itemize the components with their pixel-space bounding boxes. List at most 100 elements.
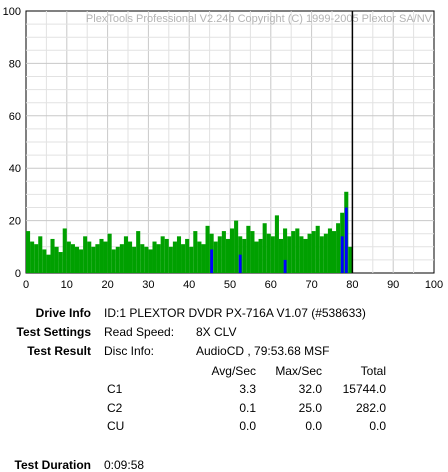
bar-c1 [111, 249, 116, 273]
bar-c2 [344, 207, 348, 273]
error-chart: PlexTools Professional V2.24b Copyright … [3, 6, 444, 291]
bar-c1 [283, 228, 288, 273]
row-cu-total: 0.0 [369, 419, 386, 433]
x-tick-label: 40 [183, 279, 195, 291]
bar-c1 [87, 241, 92, 273]
bar-c1 [103, 241, 108, 273]
x-tick-label: 100 [425, 279, 443, 291]
bar-c2 [283, 259, 287, 273]
x-tick-label: 30 [142, 279, 154, 291]
bar-c1 [221, 231, 226, 273]
bar-c1 [83, 236, 88, 273]
bar-c1 [128, 241, 133, 273]
row-label-c1: C1 [107, 382, 123, 396]
test-duration-label: Test Duration [14, 458, 91, 472]
read-speed-value: 8X CLV [196, 325, 237, 339]
row-c2-total: 282.0 [355, 401, 386, 415]
y-tick-label: 0 [15, 268, 21, 280]
x-tick-label: 50 [224, 279, 236, 291]
bar-c1 [230, 228, 235, 273]
bar-c1 [156, 244, 161, 273]
bar-c1 [332, 231, 337, 273]
bar-c1 [181, 244, 186, 273]
bar-c1 [54, 246, 59, 273]
y-tick-label: 60 [9, 111, 21, 123]
bar-c1 [262, 223, 267, 273]
bar-c1 [136, 231, 141, 273]
bar-c1 [115, 246, 120, 273]
bar-c1 [144, 246, 149, 273]
bar-c1 [132, 246, 137, 273]
drive-info-label: Drive Info [35, 306, 91, 320]
test-settings-label: Test Settings [16, 325, 91, 339]
y-tick-label: 100 [3, 6, 21, 18]
bar-c1 [278, 238, 284, 273]
bar-c1 [42, 249, 47, 273]
bar-c1 [242, 238, 247, 273]
x-axis-ticks: 0 10 20 30 40 50 60 70 80 90 100 [23, 279, 443, 291]
bar-c1 [50, 238, 55, 273]
disc-info-value: AudioCD , 79:53.68 MSF [196, 344, 330, 358]
bar-c1 [246, 225, 251, 273]
bar-c1 [168, 246, 173, 273]
bar-c1 [123, 236, 128, 273]
bar-c1 [66, 241, 71, 273]
bar-c1 [250, 231, 255, 273]
bar-c1 [119, 244, 124, 273]
bar-c1 [258, 238, 263, 273]
bar-c1 [327, 228, 332, 273]
bar-c1 [234, 220, 239, 273]
x-tick-label: 20 [101, 279, 113, 291]
bar-c1 [46, 254, 51, 273]
header-max: Max/Sec [275, 364, 322, 378]
y-tick-label: 20 [9, 216, 21, 228]
header-avg: Avg/Sec [211, 364, 256, 378]
y-axis-ticks: 0 20 40 60 80 100 [3, 6, 21, 280]
bar-c1 [323, 233, 328, 273]
watermark: PlexTools Professional V2.24b Copyright … [86, 13, 433, 25]
bar-c1 [176, 236, 182, 273]
bar-c1 [315, 225, 320, 273]
bar-c2 [340, 236, 344, 273]
x-tick-label: 80 [346, 279, 358, 291]
bar-c1 [270, 236, 275, 273]
bar-c1 [91, 246, 96, 273]
x-tick-label: 60 [265, 279, 277, 291]
bars [26, 191, 353, 273]
bar-c1 [319, 236, 324, 273]
row-cu-avg: 0.0 [239, 419, 256, 433]
bar-c1 [34, 244, 39, 273]
bar-c1 [99, 238, 104, 273]
row-c1-max: 32.0 [298, 382, 322, 396]
disc-info-label: Disc Info: [104, 344, 155, 358]
drive-info-value: ID:1 PLEXTOR DVDR PX-716A V1.07 (#538633… [104, 306, 366, 320]
bar-c1 [303, 238, 308, 273]
row-c2-max: 25.0 [298, 401, 322, 415]
test-result-label: Test Result [27, 344, 91, 358]
bar-c1 [193, 231, 198, 273]
bar-c1 [95, 244, 100, 273]
bar-c1 [266, 233, 271, 273]
header-total: Total [360, 364, 386, 378]
bar-c1 [299, 236, 304, 273]
bar-c1 [205, 225, 210, 273]
bar-c1 [185, 238, 190, 273]
bar-c1 [348, 246, 353, 273]
bar-c1 [311, 231, 316, 273]
bar-c1 [295, 228, 300, 273]
x-tick-label: 90 [387, 279, 399, 291]
x-tick-label: 10 [61, 279, 73, 291]
bar-c1 [107, 233, 112, 273]
x-tick-label: 0 [23, 279, 29, 291]
bar-c1 [26, 231, 31, 273]
row-c1-total: 15744.0 [342, 382, 386, 396]
bar-c1 [172, 241, 177, 273]
bar-c2 [210, 249, 214, 273]
bar-c1 [148, 249, 153, 273]
y-tick-label: 40 [9, 163, 21, 175]
bar-c1 [291, 231, 296, 273]
y-tick-label: 80 [9, 58, 21, 70]
bar-c1 [30, 241, 35, 273]
row-label-c2: C2 [107, 401, 123, 415]
bar-c1 [287, 236, 292, 273]
